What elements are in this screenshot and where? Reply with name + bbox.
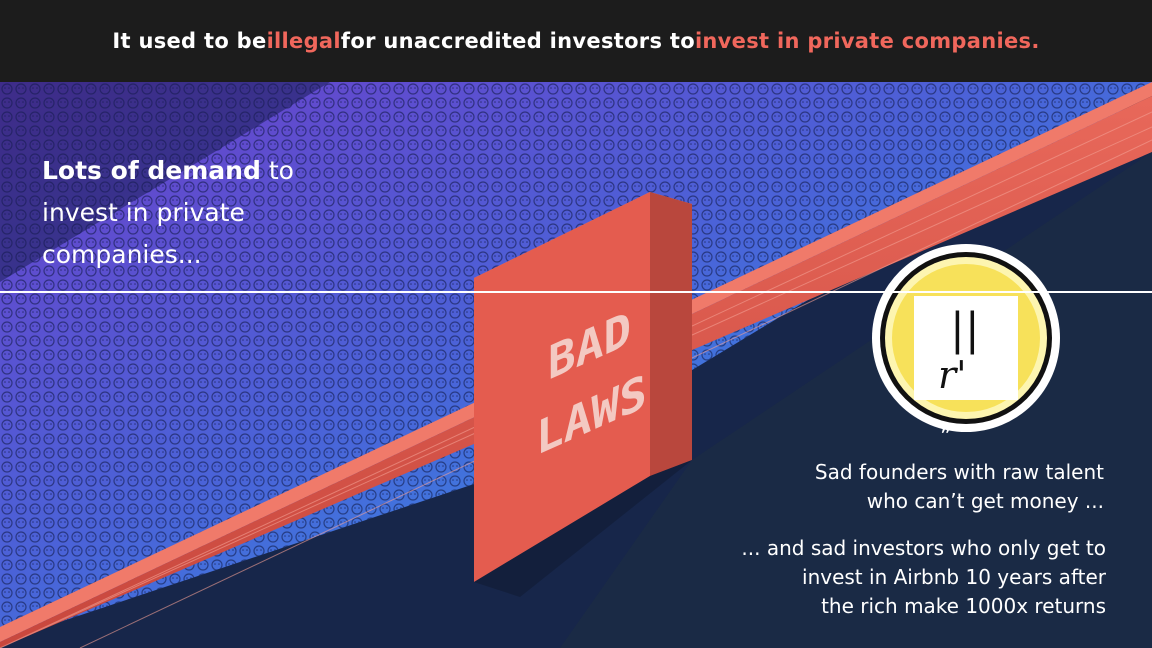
demand-bold: Lots of demand [42, 156, 261, 185]
founders-caption-line-1: Sad founders with raw talent [814, 460, 1104, 484]
headline-highlight-invest: invest in private companies. [694, 29, 1040, 53]
headline-highlight-illegal: illegal [266, 29, 341, 53]
crowd-and-wall-illustration [0, 82, 1152, 648]
investors-caption-line-1: ... and sad investors who only get to [741, 536, 1106, 560]
investors-caption: ... and sad investors who only get to in… [741, 534, 1106, 621]
bad-laws-block-side [650, 192, 692, 476]
bad-laws-block-front [474, 192, 650, 582]
founders-caption-line-2: who can’t get money ... [866, 489, 1104, 513]
headline: It used to be illegal for unaccredited i… [0, 0, 1152, 82]
headline-text-2: for unaccredited investors to [340, 29, 695, 53]
illustration-scene: Lots of demand to invest in private comp… [0, 82, 1152, 648]
horizontal-divider-line [0, 291, 1152, 293]
founders-caption: Sad founders with raw talent who can’t g… [815, 458, 1104, 516]
investors-caption-line-2: invest in Airbnb 10 years after [802, 565, 1106, 589]
investors-caption-line-3: the rich make 1000x returns [821, 594, 1106, 618]
demand-text: Lots of demand to invest in private comp… [42, 150, 342, 276]
demand-line-3: companies... [42, 240, 202, 269]
demand-line-2: invest in private [42, 198, 245, 227]
headline-text-1: It used to be [112, 29, 267, 53]
demand-rest: to [260, 156, 294, 185]
